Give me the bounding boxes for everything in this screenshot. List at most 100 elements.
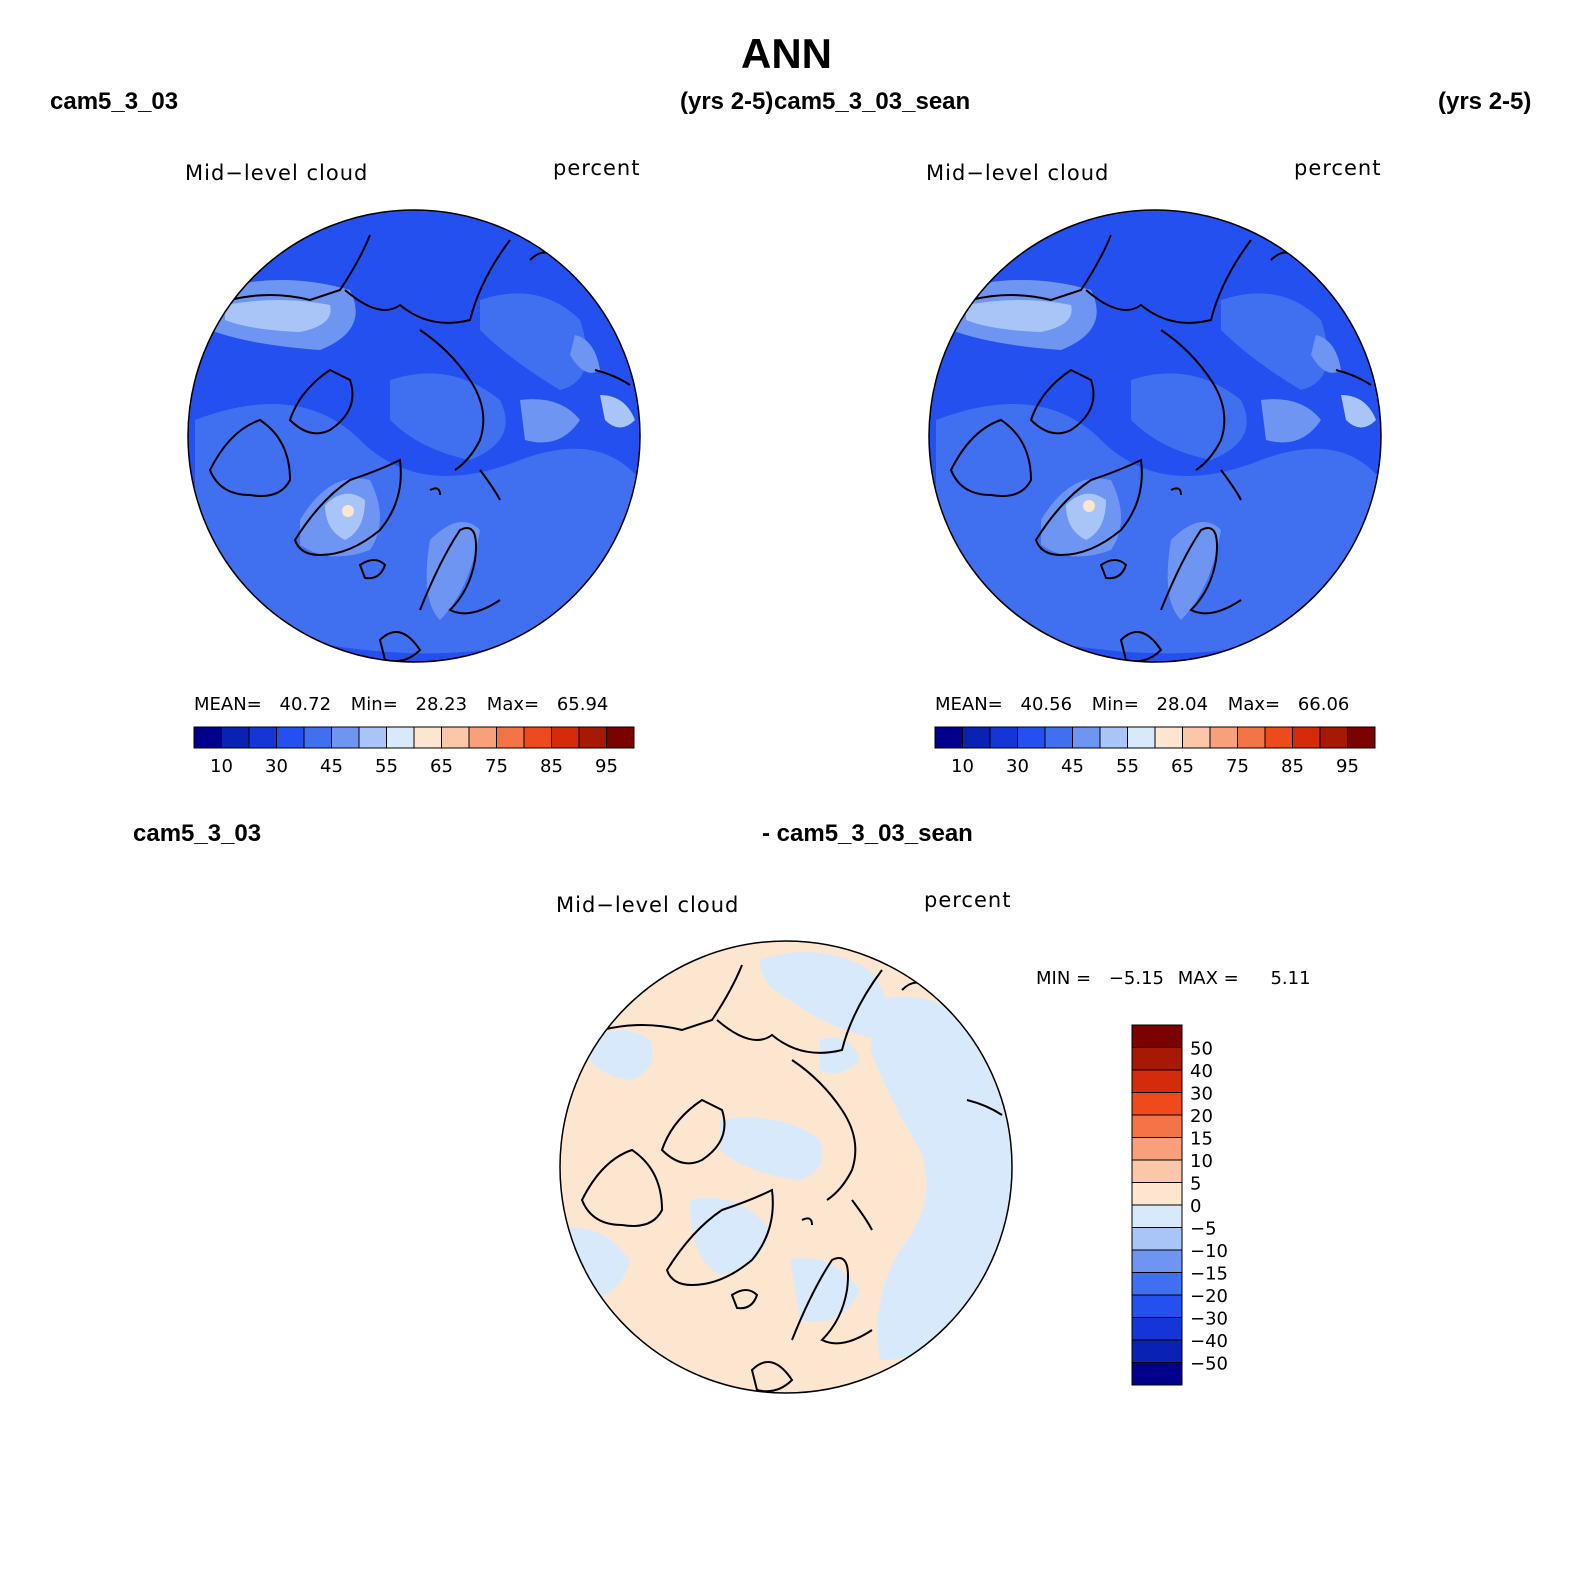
panel1-colorbar-swatch [331, 726, 360, 749]
diff-colorbar-swatch [1131, 1227, 1183, 1251]
diff-max-label: MAX = [1177, 968, 1239, 989]
panel2-units-label: percent [1294, 156, 1382, 180]
panel2-colorbar-swatch [1099, 726, 1128, 749]
panel1-colorbar-swatch [386, 726, 415, 749]
panel1-colorbar-swatch [221, 726, 250, 749]
panel2-colorbar-swatch [934, 726, 963, 749]
panel1-colorbar-tick-label: 95 [595, 756, 618, 777]
panel2-colorbar-tick-label: 85 [1281, 756, 1304, 777]
panel2-colorbar-swatch [962, 726, 991, 749]
panel2-colorbar: 10 30 45 55 65 75 85 95 [934, 726, 1376, 777]
panel1-units-label: percent [553, 156, 641, 180]
diff-colorbar-swatch [1131, 1159, 1183, 1183]
panel1-colorbar-tick-label: 30 [265, 756, 288, 777]
panel2-colorbar-swatch [1017, 726, 1046, 749]
panel2-colorbar-tick-label: 30 [1006, 756, 1029, 777]
left-case-name: cam5_3_03 [50, 88, 179, 115]
diff-colorbar-tick-label: −30 [1190, 1309, 1228, 1330]
panel1-colorbar-tick-label: 75 [485, 756, 508, 777]
panel2-min-label: Min= [1091, 694, 1139, 715]
diff-colorbar-swatch [1131, 1047, 1183, 1071]
diff-units-label: percent [924, 888, 1012, 912]
panel1-colorbar-tick-label: 85 [540, 756, 563, 777]
panel1-polar-map [188, 210, 640, 662]
panel1-mean-value: 40.72 [279, 694, 332, 715]
right-case-name: cam5_3_03_sean [774, 88, 971, 115]
diff-colorbar-tick-label: −40 [1190, 1331, 1228, 1352]
panel1-min-label: Min= [350, 694, 398, 715]
diff-colorbar-swatch [1131, 1362, 1183, 1386]
panel1-colorbar-swatch [248, 726, 277, 749]
diff-colorbar-tick-label: −50 [1190, 1354, 1228, 1375]
diff-colorbar-swatch [1131, 1204, 1183, 1228]
diff-colorbar-tick-label: 5 [1190, 1174, 1201, 1195]
diff-colorbar-tick-label: −15 [1190, 1264, 1228, 1285]
panel1-colorbar-swatch [496, 726, 525, 749]
panel2-min-value: 28.04 [1156, 694, 1209, 715]
diff-colorbar-tick-label: −10 [1190, 1241, 1228, 1262]
panel2-colorbar-swatch [989, 726, 1018, 749]
panel2-colorbar-tick-label: 55 [1116, 756, 1139, 777]
panel2-variable-label: Mid−level cloud [926, 161, 1110, 185]
diff-colorbar-tick-label: 0 [1190, 1196, 1201, 1217]
diff-colorbar-tick-label: 10 [1190, 1151, 1213, 1172]
diff-colorbar-swatch [1131, 1092, 1183, 1116]
diff-colorbar-swatch [1131, 1114, 1183, 1138]
panel2-colorbar-tick-label: 95 [1336, 756, 1359, 777]
panel2-max-label: Max= [1227, 694, 1281, 715]
panel1-max-label: Max= [486, 694, 540, 715]
panel1-colorbar-swatch [413, 726, 442, 749]
diff-case-name: cam5_3_03 [133, 820, 262, 847]
panel2-colorbar-swatch [1209, 726, 1238, 749]
diff-colorbar-swatch [1131, 1294, 1183, 1318]
panel1-colorbar-swatch [303, 726, 332, 749]
diff-colorbar-swatch [1131, 1024, 1183, 1048]
panel2-colorbar-swatch [1154, 726, 1183, 749]
diff-case-subtracted: - cam5_3_03_sean [762, 820, 973, 847]
panel1-colorbar-tick-label: 65 [430, 756, 453, 777]
panel1-colorbar-swatch [276, 726, 305, 749]
diff-colorbar-tick-label: 15 [1190, 1129, 1213, 1150]
panel2-colorbar-swatch [1264, 726, 1293, 749]
right-case-years: (yrs 2-5) [1438, 88, 1532, 115]
diff-stats: MIN = −5.15 MAX = 5.11 [1036, 968, 1311, 989]
panel1-colorbar-swatch [606, 726, 635, 749]
panel1-colorbar-tick-label: 55 [375, 756, 398, 777]
panel2-colorbar-swatch [1237, 726, 1266, 749]
diff-polar-map [560, 941, 1012, 1393]
panel1-colorbar: 10 30 45 55 65 75 85 95 [193, 726, 635, 777]
diff-colorbar-tick-label: 30 [1190, 1084, 1213, 1105]
panel2-colorbar-tick-label: 45 [1061, 756, 1084, 777]
panel2-colorbar-swatch [1044, 726, 1073, 749]
panel2-max-value: 66.06 [1297, 694, 1350, 715]
panel1-colorbar-swatch [523, 726, 552, 749]
panel1-min-value: 28.23 [415, 694, 468, 715]
diff-min-label: MIN = [1036, 968, 1092, 989]
diff-colorbar-swatch [1131, 1069, 1183, 1093]
panel1-colorbar-tick-label: 10 [210, 756, 233, 777]
panel2-colorbar-swatch [1072, 726, 1101, 749]
panel1-variable-label: Mid−level cloud [185, 161, 369, 185]
panel2-colorbar-tick-label: 10 [951, 756, 974, 777]
panel1-colorbar-swatch [193, 726, 222, 749]
panel2-stats: MEAN= 40.56 Min= 28.04 Max= 66.06 [935, 694, 1349, 715]
diff-colorbar-swatch [1131, 1317, 1183, 1341]
panel2-mean-label: MEAN= [935, 694, 1003, 715]
panel1-colorbar-swatch [578, 726, 607, 749]
panel2-colorbar-swatch [1347, 726, 1376, 749]
diff-colorbar-tick-label: −5 [1190, 1219, 1217, 1240]
panel2-colorbar-tick-label: 65 [1171, 756, 1194, 777]
diff-colorbar-tick-label: 40 [1190, 1061, 1213, 1082]
panel2-colorbar-swatch [1127, 726, 1156, 749]
panel1-colorbar-swatch [358, 726, 387, 749]
panel2-mean-value: 40.56 [1020, 694, 1073, 715]
diff-min-value: −5.15 [1108, 968, 1165, 989]
figure-title: ANN [741, 30, 832, 77]
panel2-colorbar-swatch [1182, 726, 1211, 749]
diff-colorbar-swatch [1131, 1272, 1183, 1296]
left-case-years: (yrs 2-5) [680, 88, 774, 115]
panel2-colorbar-tick-label: 75 [1226, 756, 1249, 777]
diff-colorbar-tick-label: 50 [1190, 1039, 1213, 1060]
